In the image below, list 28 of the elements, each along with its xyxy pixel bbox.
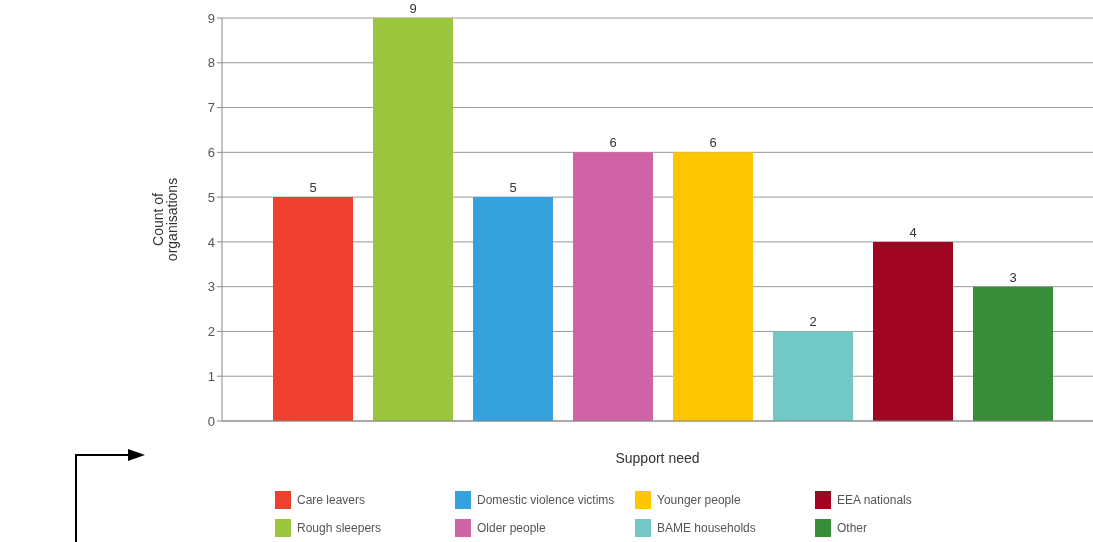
y-axis-title: Count of organisations [150,177,180,262]
y-tick-label: 9 [207,10,215,26]
legend-label: Other [837,521,868,535]
y-tick-label: 4 [207,234,215,250]
y-tick-label: 2 [207,324,215,340]
legend-label: EEA nationals [837,493,912,507]
data-label: 5 [309,180,317,196]
y-tick-label: 1 [207,368,215,384]
legend-label: Younger people [657,493,741,507]
legend-label: Rough sleepers [297,521,382,535]
data-label: 6 [609,135,617,151]
data-label: 5 [509,180,517,196]
y-tick-label: 5 [207,189,215,205]
legend-label: Domestic violence victims [477,493,615,507]
y-tick-label: 8 [207,55,215,71]
y-tick-label: 6 [207,144,215,160]
data-label: 4 [909,224,917,240]
legend-label: Older people [477,521,546,535]
data-label: 6 [709,135,717,151]
legend-label: BAME households [657,521,756,535]
data-label: 9 [409,1,417,16]
data-label: 3 [1009,269,1017,285]
y-tick-label: 0 [207,413,215,429]
y-tick-label: 7 [207,100,215,116]
data-label: 2 [809,314,817,330]
x-axis-title: Support need [615,450,700,466]
legend-label: Care leavers [297,493,366,507]
y-tick-label: 3 [207,279,215,295]
